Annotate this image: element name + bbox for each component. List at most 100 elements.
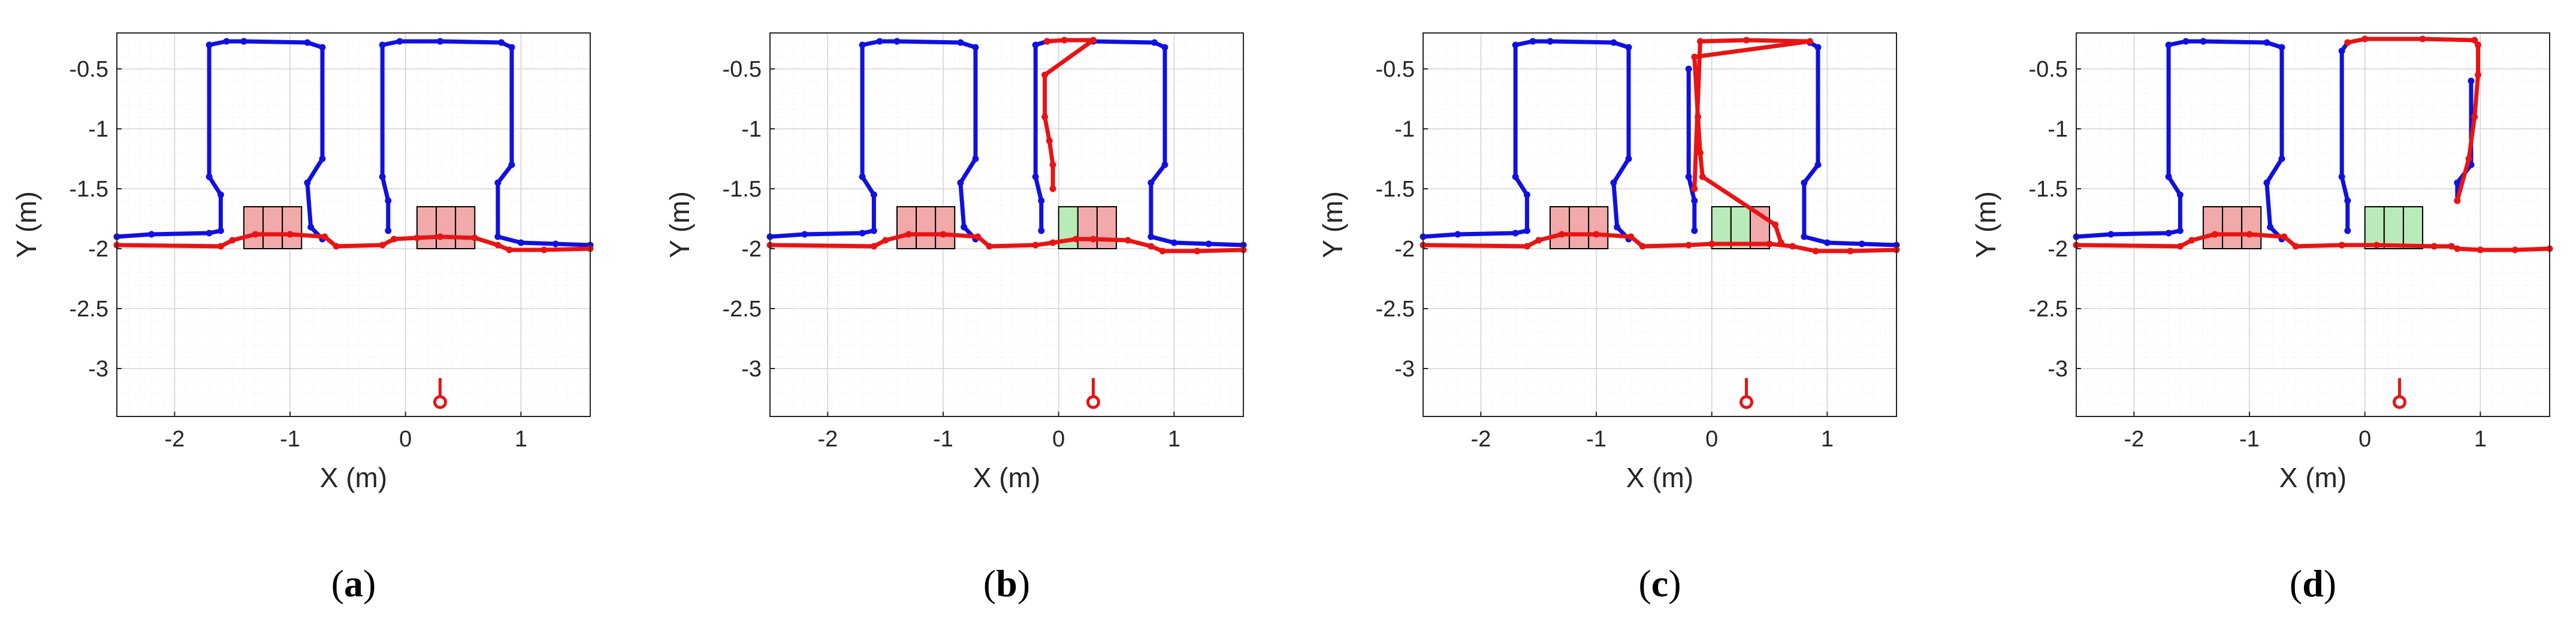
red-trajectory-point: [1049, 161, 1056, 168]
blue-trajectory-point: [307, 224, 315, 231]
blue-trajectory-point: [2344, 227, 2351, 234]
blue-trajectory-point: [2278, 155, 2285, 162]
blue-trajectory-point: [240, 38, 247, 45]
blue-trajectory-point: [385, 197, 392, 204]
red-trajectory-point: [2419, 35, 2426, 43]
red-trajectory-point: [870, 243, 877, 250]
red-trajectory-point: [2281, 233, 2288, 240]
x-tick-label: -2: [817, 427, 838, 452]
red-trajectory-point: [1847, 247, 1854, 255]
y-tick-label: -2.5: [723, 297, 762, 322]
panel-a: -2 -1 0 1 -0.5 -1 -1.5 -2 -2.5 -3 X (m) Y (m) (a): [11, 32, 594, 605]
caption-open-paren: (: [331, 562, 344, 605]
blue-trajectory-point: [2165, 41, 2172, 49]
red-trajectory-point: [2477, 246, 2484, 253]
blue-trajectory-point: [1610, 39, 1617, 46]
x-tick-label: -2: [164, 427, 185, 452]
occupied-slot: [2202, 206, 2224, 249]
red-trajectory-point: [1695, 113, 1702, 120]
blue-trajectory-point: [1610, 179, 1617, 186]
y-axis-label: Y (m): [1970, 191, 2001, 258]
y-tick-label: -2: [88, 237, 108, 262]
y-tick-label: -1.5: [723, 177, 762, 202]
red-trajectory-point: [494, 241, 502, 249]
blue-trajectory-point: [1454, 231, 1461, 238]
red-trajectory-point: [229, 237, 236, 244]
blue-trajectory-point: [552, 240, 559, 247]
red-trajectory-point: [1685, 241, 1692, 249]
blue-trajectory-point: [319, 155, 326, 162]
occupied-slot: [2222, 206, 2243, 249]
blue-trajectory-point: [1205, 240, 1212, 247]
red-trajectory-point: [2448, 243, 2455, 250]
red-trajectory-point: [1535, 237, 1542, 244]
blue-trajectory-point: [1801, 179, 1808, 186]
blue-trajectory-point: [961, 224, 968, 231]
blue-trajectory-point: [2338, 47, 2345, 55]
red-trajectory-point: [1041, 71, 1049, 78]
panel-b: -2 -1 0 1 -0.5 -1 -1.5 -2 -2.5 -3 X (m) Y (m) (b): [664, 32, 1247, 605]
red-trajectory-point: [1124, 237, 1131, 244]
occupied-slot: [1549, 206, 1571, 249]
x-axis-label: X (m): [973, 462, 1040, 493]
red-trajectory-point: [2475, 41, 2482, 49]
red-trajectory-point: [2511, 246, 2518, 253]
plot-area: [1423, 33, 1896, 416]
caption-open-paren: (: [2290, 562, 2302, 605]
blue-trajectory-point: [508, 44, 515, 51]
caption-close-paren: ): [363, 562, 376, 605]
blue-trajectory-right-bay-wall: [380, 39, 442, 233]
x-tick-label: 1: [2474, 427, 2487, 452]
blue-trajectory-point: [1161, 161, 1168, 168]
blue-trajectory-point: [1529, 38, 1536, 45]
red-trajectory-point: [1696, 38, 1704, 45]
blue-trajectory-point: [2165, 173, 2172, 180]
blue-trajectory-point: [1547, 38, 1554, 45]
blue-trajectory-point: [876, 38, 883, 45]
blue-trajectory-point: [1038, 227, 1045, 234]
blue-trajectory-point: [2278, 44, 2285, 51]
blue-trajectory-point: [385, 227, 392, 234]
robot-marker: [1086, 395, 1101, 409]
blue-trajectory-point: [2267, 224, 2274, 231]
y-tick-label: -1: [2047, 117, 2068, 142]
robot-marker: [2393, 395, 2407, 409]
blue-trajectory-point: [1823, 239, 1831, 246]
red-trajectory-point: [321, 233, 328, 240]
y-axis-label: Y (m): [11, 191, 42, 258]
red-trajectory-point: [1041, 113, 1049, 120]
blue-trajectory-point: [1151, 39, 1158, 46]
y-axis-label: Y (m): [664, 191, 695, 258]
blue-trajectory-point: [1685, 65, 1692, 73]
x-tick-label: 0: [1052, 427, 1065, 452]
red-trajectory-point: [2471, 113, 2478, 120]
y-tick-label: -1.5: [2029, 177, 2068, 202]
x-tick-label: 0: [399, 427, 412, 452]
blue-trajectory-point: [304, 39, 311, 46]
red-trajectory-bay-scan: [1043, 38, 1095, 191]
caption-open-paren: (: [1638, 562, 1651, 605]
red-trajectory-point: [540, 246, 548, 253]
red-trajectory-point: [1691, 185, 1698, 192]
x-tick-label: -2: [1470, 427, 1491, 452]
caption-letter: b: [996, 562, 1017, 605]
occupied-slot: [2241, 206, 2262, 249]
blue-trajectory-point: [1814, 161, 1822, 168]
caption-letter: d: [2302, 562, 2324, 605]
red-trajectory-point: [437, 233, 444, 240]
red-trajectory-point: [1046, 137, 1053, 144]
blue-trajectory-point: [217, 227, 224, 234]
y-tick-label: -2: [741, 237, 762, 262]
blue-trajectory-right-bay-wall-right: [1802, 40, 1899, 247]
blue-trajectory-point: [957, 39, 964, 46]
red-trajectory-point: [940, 231, 947, 238]
y-tick-label: -2.5: [1376, 297, 1415, 322]
red-trajectory-point: [1147, 243, 1155, 250]
axes-box: [1423, 32, 1897, 417]
blue-trajectory-point: [1625, 155, 1632, 162]
occupied-slot: [1096, 206, 1118, 249]
robot-marker: [433, 395, 448, 409]
red-trajectory-point: [1523, 243, 1530, 250]
blue-trajectory-point: [2176, 191, 2184, 198]
y-tick-label: -2.5: [2029, 297, 2068, 322]
